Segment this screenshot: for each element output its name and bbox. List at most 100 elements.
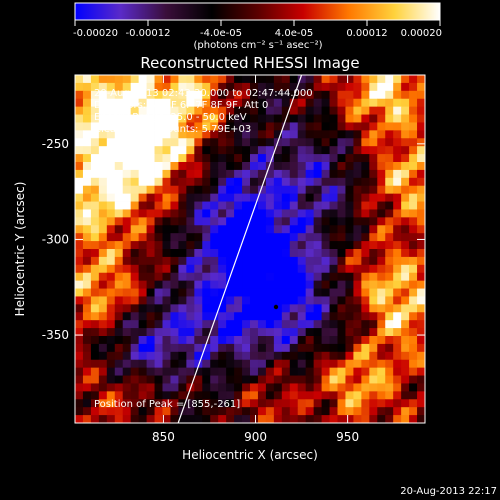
heatmap-cell xyxy=(170,272,179,282)
heatmap-cell xyxy=(361,185,370,195)
heatmap-cell xyxy=(257,130,267,139)
heatmap-cell xyxy=(194,272,203,282)
heatmap-cell xyxy=(289,233,299,242)
heatmap-cell xyxy=(186,146,195,155)
heatmap-cell xyxy=(345,304,354,313)
heatmap-cell xyxy=(122,383,132,392)
heatmap-cell xyxy=(82,296,92,305)
heatmap-cell xyxy=(313,217,322,226)
heatmap-cell xyxy=(329,407,338,416)
heatmap-cell xyxy=(210,98,219,108)
heatmap-cell xyxy=(90,415,100,423)
heatmap-cell xyxy=(138,343,147,353)
heatmap-cell xyxy=(281,375,291,384)
heatmap-cell xyxy=(250,296,259,305)
annotation-clean-counts: Clean Total counts: 5.79E+03 xyxy=(94,124,251,135)
heatmap-cell xyxy=(234,201,243,210)
heatmap-cell xyxy=(202,162,211,171)
heatmap-cell xyxy=(130,217,140,226)
heatmap-cell xyxy=(210,146,219,155)
heatmap-cell xyxy=(353,185,362,195)
heatmap-cell xyxy=(409,114,418,123)
heatmap-cell xyxy=(329,320,338,329)
heatmap-cell xyxy=(138,367,147,376)
heatmap-cell xyxy=(385,249,394,258)
heatmap-cell xyxy=(250,264,259,274)
heatmap-cell xyxy=(345,209,354,218)
heatmap-cell xyxy=(385,169,394,179)
heatmap-cell xyxy=(257,241,267,250)
heatmap-cell xyxy=(377,407,386,416)
heatmap-cell xyxy=(250,328,259,337)
heatmap-cell xyxy=(210,415,219,423)
heatmap-cell xyxy=(202,225,211,234)
heatmap-cell xyxy=(345,296,354,305)
heatmap-cell xyxy=(257,98,267,108)
heatmap-cell xyxy=(281,130,291,139)
heatmap-cell xyxy=(369,209,378,218)
heatmap-cell xyxy=(250,407,259,416)
heatmap-cell xyxy=(321,312,330,321)
heatmap-cell xyxy=(210,351,219,361)
heatmap-cell xyxy=(313,312,322,321)
heatmap-cell xyxy=(377,122,386,131)
heatmap-cell xyxy=(321,399,330,408)
heatmap-cell xyxy=(353,90,362,100)
heatmap-cell xyxy=(257,407,267,416)
heatmap-cell xyxy=(377,320,386,329)
heatmap-cell xyxy=(297,328,307,337)
heatmap-cell xyxy=(194,98,203,108)
heatmap-cell xyxy=(273,304,283,313)
heatmap-cell xyxy=(273,209,283,218)
heatmap-cell xyxy=(162,122,171,131)
heatmap-cell xyxy=(297,217,307,226)
heatmap-cell xyxy=(122,90,132,100)
heatmap-cell xyxy=(313,201,322,210)
heatmap-cell xyxy=(138,130,147,139)
heatmap-cell xyxy=(337,146,346,155)
heatmap-cell xyxy=(345,343,354,353)
heatmap-cell xyxy=(377,359,386,369)
heatmap-cell xyxy=(130,225,140,234)
heatmap-cell xyxy=(210,193,219,202)
heatmap-cell xyxy=(393,375,402,384)
heatmap-cell xyxy=(170,328,179,337)
heatmap-cell xyxy=(210,336,219,345)
heatmap-cell xyxy=(369,391,378,400)
heatmap-cell xyxy=(337,336,346,345)
heatmap-cell xyxy=(345,122,354,131)
heatmap-cell xyxy=(409,272,418,282)
heatmap-cell xyxy=(90,264,100,274)
heatmap-cell xyxy=(186,233,195,242)
heatmap-cell xyxy=(106,162,116,171)
heatmap-cell xyxy=(186,367,195,376)
heatmap-cell xyxy=(321,407,330,416)
heatmap-cell xyxy=(202,177,211,187)
heatmap-cell xyxy=(90,383,100,392)
heatmap-cell xyxy=(90,399,100,408)
heatmap-cell xyxy=(385,351,394,361)
heatmap-cell xyxy=(154,399,163,408)
heatmap-cell xyxy=(329,75,338,84)
heatmap-cell xyxy=(321,359,330,369)
heatmap-cell xyxy=(369,296,378,305)
heatmap-cell xyxy=(186,296,195,305)
heatmap-cell xyxy=(170,288,179,297)
heatmap-cell xyxy=(114,383,124,392)
heatmap-cell xyxy=(305,90,315,100)
heatmap-cell xyxy=(250,343,259,353)
heatmap-cell xyxy=(202,415,211,423)
heatmap-cell xyxy=(242,343,251,353)
heatmap-cell xyxy=(305,209,315,218)
heatmap-cell xyxy=(265,185,275,195)
heatmap-cell xyxy=(273,383,283,392)
heatmap-cell xyxy=(353,312,362,321)
heatmap-cell xyxy=(401,312,410,321)
heatmap-cell xyxy=(281,304,291,313)
heatmap-cell xyxy=(393,138,402,147)
heatmap-cell xyxy=(234,154,243,163)
heatmap-cell xyxy=(106,106,116,115)
heatmap-cell xyxy=(218,249,227,258)
heatmap-cell xyxy=(257,114,267,123)
heatmap-cell xyxy=(297,296,307,305)
